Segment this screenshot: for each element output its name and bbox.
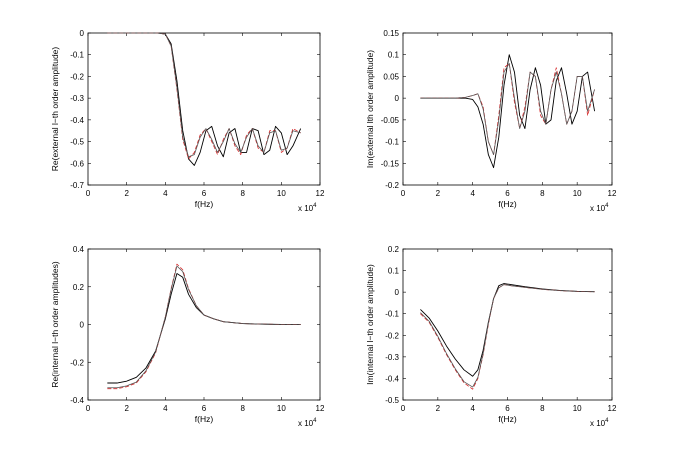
subplot-3: 0 2 4 6 8 10 12-0.4-0.200.20.4f(Hz) x 104Re(int… [50, 245, 325, 428]
y-axis-label: Im(external lth order amplitude) [365, 50, 375, 168]
x-axis-exponent-power: 4 [313, 203, 317, 209]
x-axis-exponent: x 104 [298, 203, 317, 213]
y-tick-label: -0.1 [70, 51, 84, 60]
y-tick-label: -0.6 [70, 159, 84, 168]
x-tick-label: 0 [86, 189, 91, 198]
x-tick-label: 10 [277, 189, 286, 198]
subplot-4: 0 2 4 6 8 10 12 -0.5 -0.4 -0.3 -0.2 -0.1 0 0.1 0.2 f(Hz… [365, 245, 617, 428]
y-tick-label: 0.1 [388, 51, 400, 60]
y-tick-label: 0.05 [383, 72, 399, 81]
y-tick-label: 0.4 [73, 245, 85, 254]
y-tick-label: 0.15 [383, 29, 399, 38]
x-tick-label: 8 [540, 404, 545, 413]
plot-frame [402, 248, 613, 401]
y-tick-label: -0.5 [385, 396, 399, 405]
y-tick-label: -0.4 [385, 374, 399, 383]
x-tick-label: 6 [202, 404, 207, 413]
x-tick-label: 12 [316, 404, 325, 413]
x-tick-label: 4 [470, 404, 475, 413]
x-tick-label: 8 [240, 404, 245, 413]
series-line-3 [107, 32, 301, 158]
series-line-1 [107, 32, 302, 166]
x-axis-label: f(Hz) [498, 199, 517, 209]
y-axis-label: Re(internal l−th order amplitudes) [50, 261, 60, 388]
y-tick-label: -0.3 [385, 353, 399, 362]
x-axis-exponent: x 104 [298, 418, 317, 428]
x-tick-label: 0 [401, 404, 406, 413]
x-axis-label: f(Hz) [498, 414, 517, 424]
plot-frame [402, 32, 613, 186]
x-axis-exponent-base: x 10 [590, 419, 606, 428]
series-line-3 [420, 284, 595, 388]
y-tick-label: -0.1 [385, 138, 399, 147]
subplot-1: 0 2 4 6 8 10 12 -0.7 -0.6 -0.5 -0.4 -0.3 -0.2 -0.1 0 f(… [50, 29, 325, 213]
x-axis-exponent-power: 4 [605, 203, 609, 209]
x-tick-label: 10 [277, 404, 286, 413]
x-axis-exponent-base: x 10 [298, 419, 314, 428]
plot-frame [87, 32, 321, 186]
x-tick-label: 2 [124, 404, 129, 413]
y-tick-label: -0.4 [70, 396, 84, 405]
x-tick-label: 12 [316, 189, 325, 198]
x-axis-exponent-base: x 10 [298, 204, 314, 213]
y-tick-label: -0.3 [70, 94, 84, 103]
x-tick-label: 8 [240, 189, 245, 198]
y-tick-label: 0 [395, 94, 400, 103]
x-tick-label: 2 [436, 404, 441, 413]
x-tick-label: 6 [505, 189, 510, 198]
series-line-3 [420, 63, 595, 156]
y-tick-label: -0.15 [381, 159, 400, 168]
x-tick-label: 12 [608, 189, 617, 198]
series-line-1 [420, 54, 596, 169]
x-tick-label: 0 [401, 189, 406, 198]
y-axis-label: Im(internal l−th order amplitude) [365, 264, 375, 385]
y-tick-label: 0.1 [388, 267, 400, 276]
y-tick-label: 0 [80, 321, 85, 330]
y-tick-label: -0.2 [70, 358, 84, 367]
x-tick-label: 4 [470, 189, 475, 198]
y-tick-label: -0.2 [385, 181, 399, 190]
y-axis-label: Re(external l−th order amplitude) [50, 47, 60, 172]
x-axis-exponent: x 104 [590, 418, 609, 428]
series-line-3 [107, 265, 301, 389]
subplot-2: 0 2 4 6 8 10 12 -0.2 -0.15 -0.1 -0.05 0 0.05 0.1 0.15 f… [365, 29, 617, 213]
x-axis-label: f(Hz) [195, 414, 214, 424]
x-axis-exponent-power: 4 [313, 418, 317, 424]
x-tick-label: 10 [573, 189, 582, 198]
y-tick-label: 0 [80, 29, 85, 38]
x-tick-label: 2 [124, 189, 129, 198]
x-tick-label: 4 [163, 404, 168, 413]
y-tick-label: -0.2 [385, 331, 399, 340]
y-tick-label: 0 [395, 288, 400, 297]
x-axis-exponent-base: x 10 [590, 204, 606, 213]
y-tick-label: -0.4 [70, 116, 84, 125]
x-tick-label: 2 [436, 189, 441, 198]
y-tick-label: -0.2 [70, 72, 84, 81]
y-tick-label: -0.1 [385, 310, 399, 319]
x-tick-label: 12 [608, 404, 617, 413]
y-tick-label: -0.5 [70, 138, 84, 147]
x-tick-label: 6 [505, 404, 510, 413]
y-tick-label: -0.05 [381, 116, 400, 125]
x-tick-label: 8 [540, 189, 545, 198]
x-axis-label: f(Hz) [195, 199, 214, 209]
x-tick-label: 4 [163, 189, 168, 198]
x-tick-label: 10 [573, 404, 582, 413]
x-tick-label: 0 [86, 404, 91, 413]
y-tick-label: -0.7 [70, 181, 84, 190]
x-axis-exponent-power: 4 [605, 418, 609, 424]
y-tick-label: 0.2 [388, 245, 400, 254]
y-tick-label: 0.2 [73, 283, 85, 292]
x-tick-label: 6 [202, 189, 207, 198]
x-axis-exponent: x 104 [590, 203, 609, 213]
